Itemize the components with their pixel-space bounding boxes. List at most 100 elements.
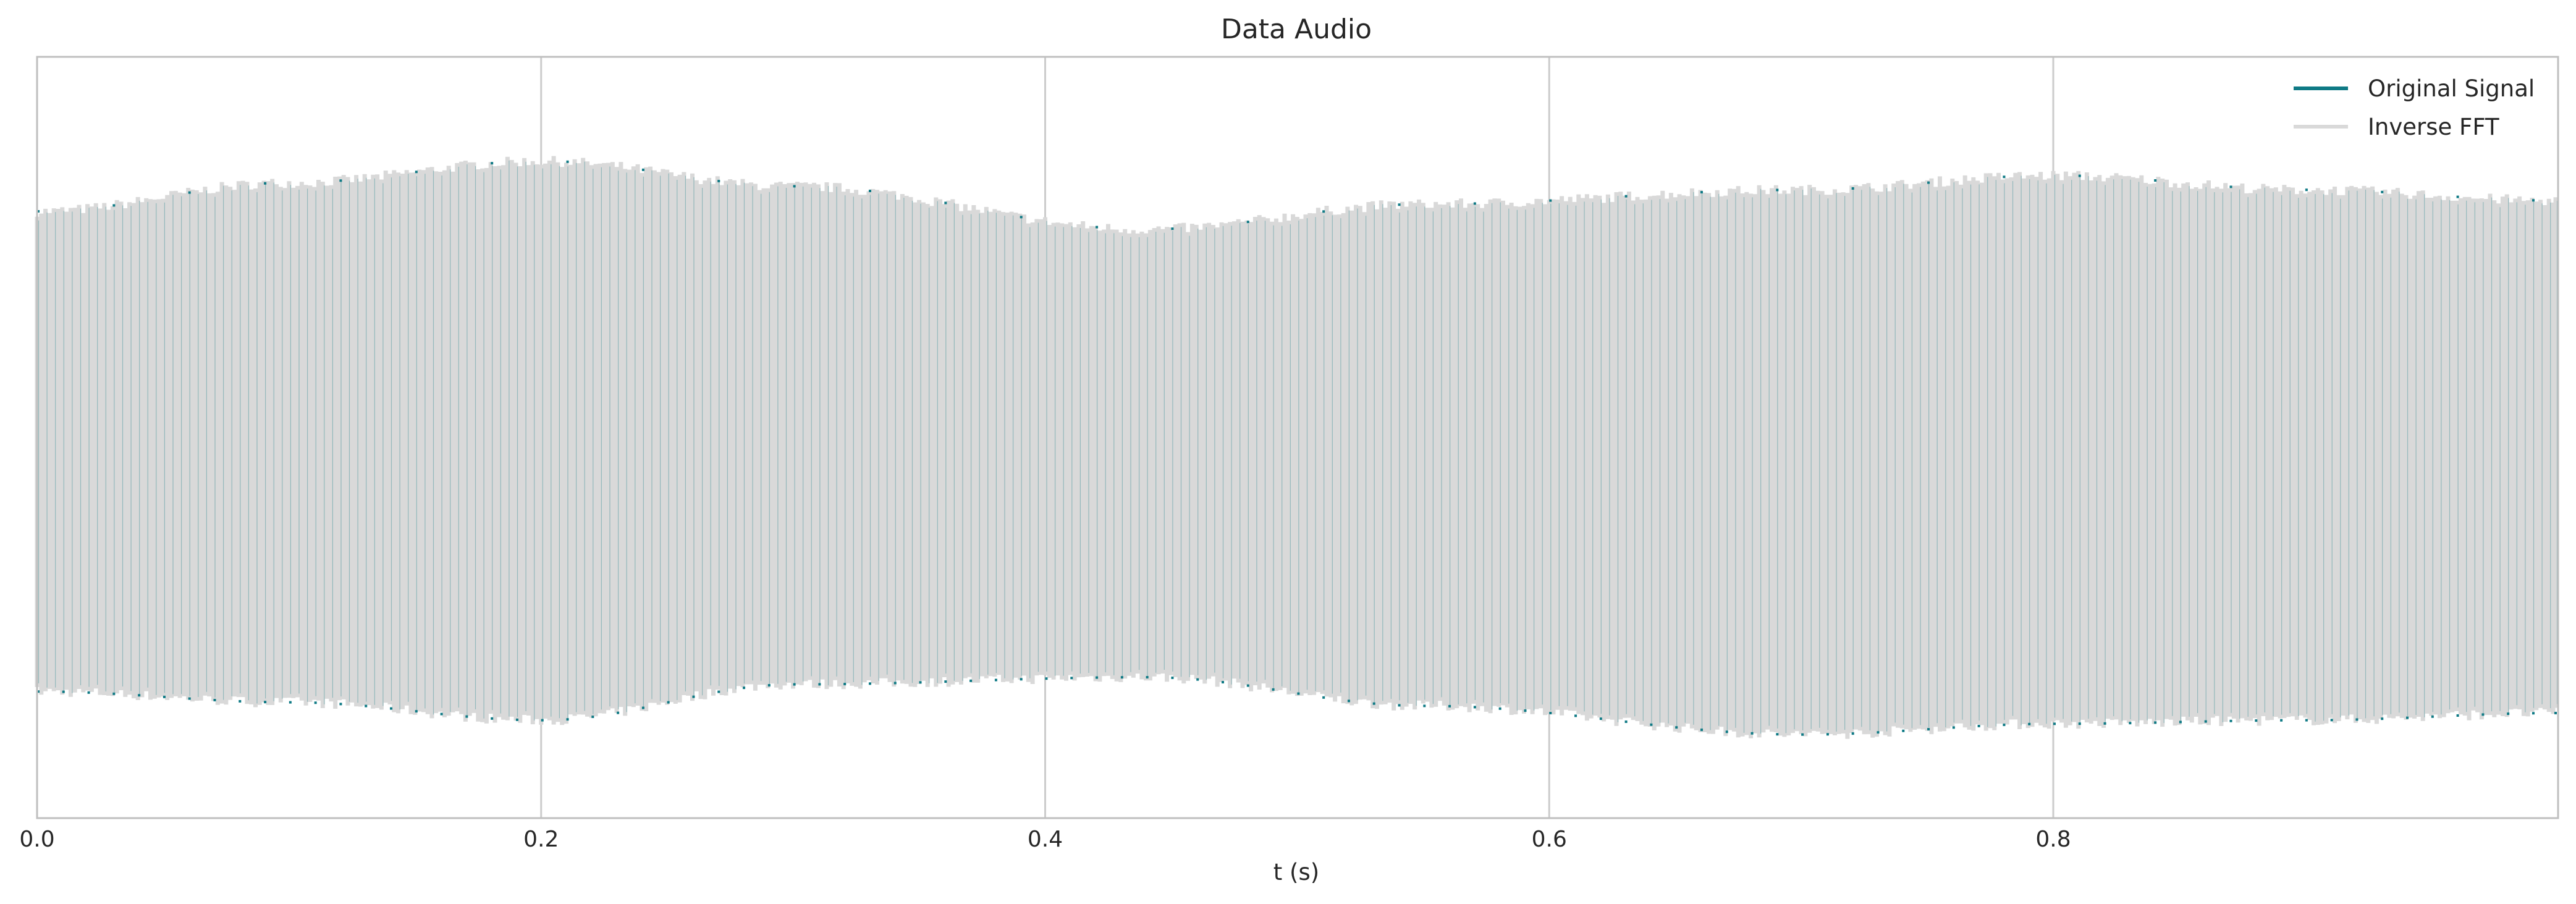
original-signal-peak [919,681,922,684]
original-signal-peak [264,182,267,185]
original-signal-peak [767,684,771,687]
original-signal-peak [1498,707,1501,710]
original-signal-peak [138,694,141,697]
original-signal-peak [994,678,997,682]
original-signal-peak [818,683,821,686]
original-signal-peak [1902,729,1905,732]
original-signal-peak [2078,722,2081,725]
original-signal-peak [213,699,216,702]
original-signal-peak [1851,732,1854,735]
original-signal-peak [1549,712,1552,714]
original-signal-peak [893,682,897,685]
original-signal-peak [1927,181,1930,184]
original-signal-peak [1272,688,1275,691]
original-signal-peak [1473,202,1476,205]
original-signal-peak [843,683,847,686]
original-signal-peak [339,179,342,182]
original-signal-peak [2532,712,2535,715]
original-signal-peak [365,704,368,708]
original-signal-peak [1826,733,1829,736]
original-signal-peak [717,690,720,693]
original-signal-peak [112,204,116,207]
original-signal-peak [1624,720,1628,724]
original-signal-peak [1171,227,1174,230]
original-signal-peak [1045,677,1048,680]
original-signal-peak [239,699,242,703]
original-signal-peak [793,683,796,686]
original-signal-peak [1851,187,1854,190]
original-signal-peak [188,191,191,194]
original-signal-peak [314,701,317,704]
original-signal-peak [1246,684,1249,687]
original-signal-peak [339,703,342,706]
original-signal-line [38,160,2558,735]
original-signal-peak [1624,195,1628,198]
original-signal-peak [1020,216,1023,219]
original-signal-peak [2204,720,2207,723]
original-signal-peak [390,707,393,710]
original-signal-peak [1650,723,1653,726]
original-signal-peak [1196,678,1199,681]
x-tick-label: 0.6 [1532,827,1567,852]
original-signal-peak [2154,721,2157,724]
original-signal-peak [415,710,418,713]
original-signal-peak [1776,188,1779,192]
original-signal-peak [2103,722,2106,725]
original-signal-peak [1322,696,1325,699]
x-axis-label: t (s) [1273,859,1319,885]
original-signal-peak [415,171,418,174]
original-signal-peak [2154,179,2157,182]
original-signal-peak [2305,188,2308,192]
original-signal-peak [566,718,569,721]
original-signal-peak [62,690,65,693]
legend: Original Signal Inverse FFT [2294,75,2535,140]
original-signal-peak [1574,714,1577,717]
legend-label-inverse-fft: Inverse FFT [2368,114,2499,140]
original-signal-peak [1952,726,1955,729]
original-signal-peak [1927,728,1930,731]
original-signal-peak [566,160,569,163]
original-signal-peak [2280,719,2283,722]
x-tick-label: 0.0 [19,827,54,852]
original-signal-peak [163,695,166,698]
original-signal-peak [2381,190,2384,193]
original-signal-peak [37,210,40,213]
original-signal-peak [289,701,292,704]
original-signal-peak [1423,704,1426,708]
original-signal-peak [2078,174,2081,177]
original-signal-peak [2456,714,2459,717]
original-signal-peak [37,690,40,693]
original-signal-peak [1096,676,1099,679]
original-signal-peak [1599,717,1602,720]
original-signal-peak [591,716,594,719]
chart-title: Data Audio [1221,14,1372,45]
x-tick-label: 0.2 [523,827,559,852]
x-axis-ticks: 0.0 0.2 0.4 0.6 0.8 [19,827,2071,852]
original-signal-peak [1776,733,1779,736]
original-signal-peak [1398,203,1401,206]
original-signal-peak [1297,692,1300,695]
original-signal-peak [641,706,644,709]
original-signal-peak [868,189,871,192]
inverse-fft-series [35,156,2558,739]
original-signal-peak [743,686,746,690]
original-signal-peak [2229,719,2232,722]
original-signal-peak [2003,175,2006,179]
original-signal-peak [1725,730,1728,733]
original-signal-peak [264,701,267,704]
original-signal-peak [617,711,620,714]
original-signal-peak [944,201,947,205]
original-signal-peak [1675,726,1678,729]
original-signal-peak [2179,720,2182,724]
legend-label-original-signal: Original Signal [2368,75,2535,102]
original-signal-peak [717,180,720,183]
original-signal-peak [1750,732,1754,735]
original-signal-peak [1524,709,1527,712]
original-signal-peak [1322,210,1325,213]
original-signal-peak [1347,699,1350,703]
original-signal-peak [667,701,670,704]
original-signal-peak [541,719,544,722]
plot-frame [36,56,2559,819]
original-signal-peak [868,682,871,685]
original-signal-peak [491,162,494,165]
